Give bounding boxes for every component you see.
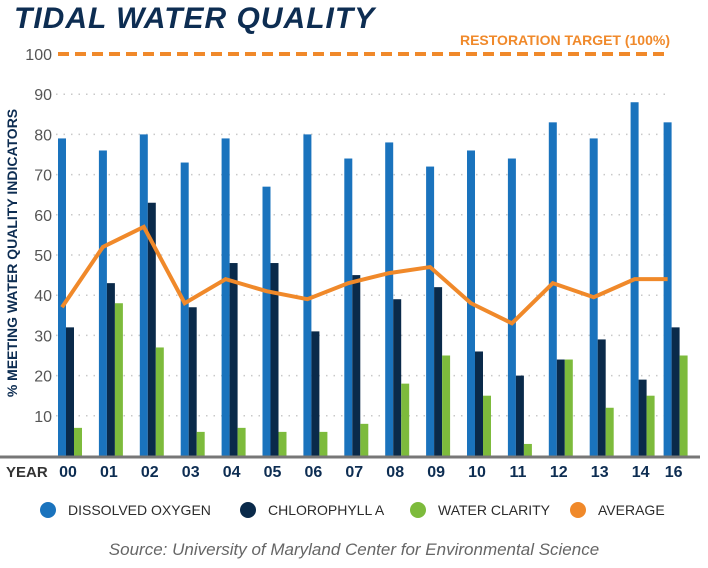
x-tick-label: 12 — [550, 464, 568, 481]
y-tick-label: 80 — [34, 127, 52, 144]
x-tick-label: 04 — [223, 464, 241, 481]
x-tick-label: 08 — [386, 464, 404, 481]
x-tick-label: 11 — [509, 464, 526, 481]
x-tick-label: 07 — [345, 464, 363, 481]
bar-dissolved-oxygen — [180, 162, 189, 457]
legend-item-water-clarity: WATER CLARITY — [410, 502, 550, 518]
y-tick-label: 60 — [34, 208, 52, 225]
bar-dissolved-oxygen — [548, 122, 557, 456]
bar-dissolved-oxygen — [303, 134, 312, 456]
x-axis-label: YEAR — [6, 464, 48, 481]
x-tick-label: 13 — [591, 464, 609, 481]
y-tick-label: 40 — [34, 288, 52, 305]
bar-water-clarity — [114, 303, 123, 456]
bar-dissolved-oxygen — [58, 138, 66, 457]
bar-water-clarity — [564, 359, 573, 456]
x-tick-label: 16 — [665, 464, 683, 481]
y-tick-label: 50 — [34, 248, 52, 265]
y-tick-label: 100 — [25, 47, 52, 64]
bar-dissolved-oxygen — [98, 150, 107, 457]
bar-water-clarity — [605, 407, 614, 456]
y-tick-label: 20 — [34, 369, 52, 386]
x-tick-label: 14 — [632, 464, 650, 481]
bar-water-clarity — [523, 443, 532, 456]
bar-water-clarity — [679, 355, 688, 456]
bar-water-clarity — [646, 395, 655, 456]
bar-chlorophyll-a — [597, 339, 606, 456]
bar-chlorophyll-a — [147, 202, 156, 456]
bar-water-clarity — [360, 423, 369, 456]
bar-water-clarity — [278, 431, 287, 456]
bar-dissolved-oxygen — [262, 186, 271, 456]
legend-swatch — [410, 502, 426, 518]
x-tick-label: 00 — [59, 464, 77, 481]
source-note: Source: University of Maryland Center fo… — [108, 540, 600, 559]
x-tick-label: 10 — [468, 464, 486, 481]
legend-item-dissolved-oxygen: DISSOLVED OXYGEN — [40, 502, 211, 518]
y-tick-label: 70 — [34, 168, 52, 185]
bar-chlorophyll-a — [229, 263, 238, 456]
bar-dissolved-oxygen — [385, 142, 394, 456]
x-tick-label: 01 — [100, 464, 118, 481]
bar-dissolved-oxygen — [344, 158, 353, 456]
bar-chlorophyll-a — [106, 283, 115, 456]
bar-water-clarity — [401, 383, 410, 456]
legend-swatch — [240, 502, 256, 518]
bar-dissolved-oxygen — [663, 122, 672, 456]
y-tick-label: 10 — [34, 409, 52, 426]
legend-label: WATER CLARITY — [438, 502, 551, 518]
legend-swatch — [570, 502, 586, 518]
chart-plot: 10 20 30 40 50 60 70 80 90 100 YEAR 00 01 02 03 04 05 06 0… — [0, 47, 700, 481]
bar-dissolved-oxygen — [507, 158, 516, 456]
legend-swatch — [40, 502, 56, 518]
bar-chlorophyll-a — [556, 359, 565, 456]
bar-dissolved-oxygen — [139, 134, 148, 456]
y-tick-label: 30 — [34, 328, 52, 345]
bar-chlorophyll-a — [515, 375, 524, 456]
bar-water-clarity — [74, 427, 82, 456]
bar-chlorophyll-a — [352, 275, 361, 456]
bar-water-clarity — [237, 427, 246, 456]
bar-chlorophyll-a — [188, 307, 197, 456]
bar-chlorophyll-a — [393, 299, 402, 456]
bar-water-clarity — [196, 431, 205, 456]
legend-label: AVERAGE — [598, 502, 665, 518]
bar-dissolved-oxygen — [426, 166, 435, 456]
bar-chlorophyll-a — [434, 287, 443, 456]
bar-chlorophyll-a — [66, 327, 74, 456]
y-tick-label: 90 — [34, 87, 52, 104]
chart-title: TIDAL WATER QUALITY — [14, 2, 376, 35]
x-tick-label: 03 — [182, 464, 200, 481]
legend-label: DISSOLVED OXYGEN — [68, 502, 211, 518]
bar-water-clarity — [442, 355, 451, 456]
bar-dissolved-oxygen — [221, 138, 230, 457]
bar-chlorophyll-a — [311, 331, 320, 456]
bar-water-clarity — [155, 347, 164, 456]
bar-chlorophyll-a — [270, 263, 279, 456]
target-label: RESTORATION TARGET (100%) — [459, 32, 670, 48]
legend-item-chlorophyll-a: CHLOROPHYLL A — [240, 502, 384, 518]
bar-water-clarity — [483, 395, 491, 456]
x-tick-label: 06 — [305, 464, 323, 481]
bar-water-clarity — [319, 431, 328, 456]
x-tick-label: 02 — [141, 464, 159, 481]
x-tick-label: 05 — [264, 464, 282, 481]
bar-chlorophyll-a — [638, 379, 647, 456]
x-tick-label: 09 — [427, 464, 445, 481]
legend-item-average: AVERAGE — [570, 502, 665, 518]
average-line — [60, 224, 668, 326]
legend-label: CHLOROPHYLL A — [268, 502, 385, 518]
bar-chlorophyll-a — [671, 327, 680, 456]
bar-chlorophyll-a — [475, 351, 483, 456]
